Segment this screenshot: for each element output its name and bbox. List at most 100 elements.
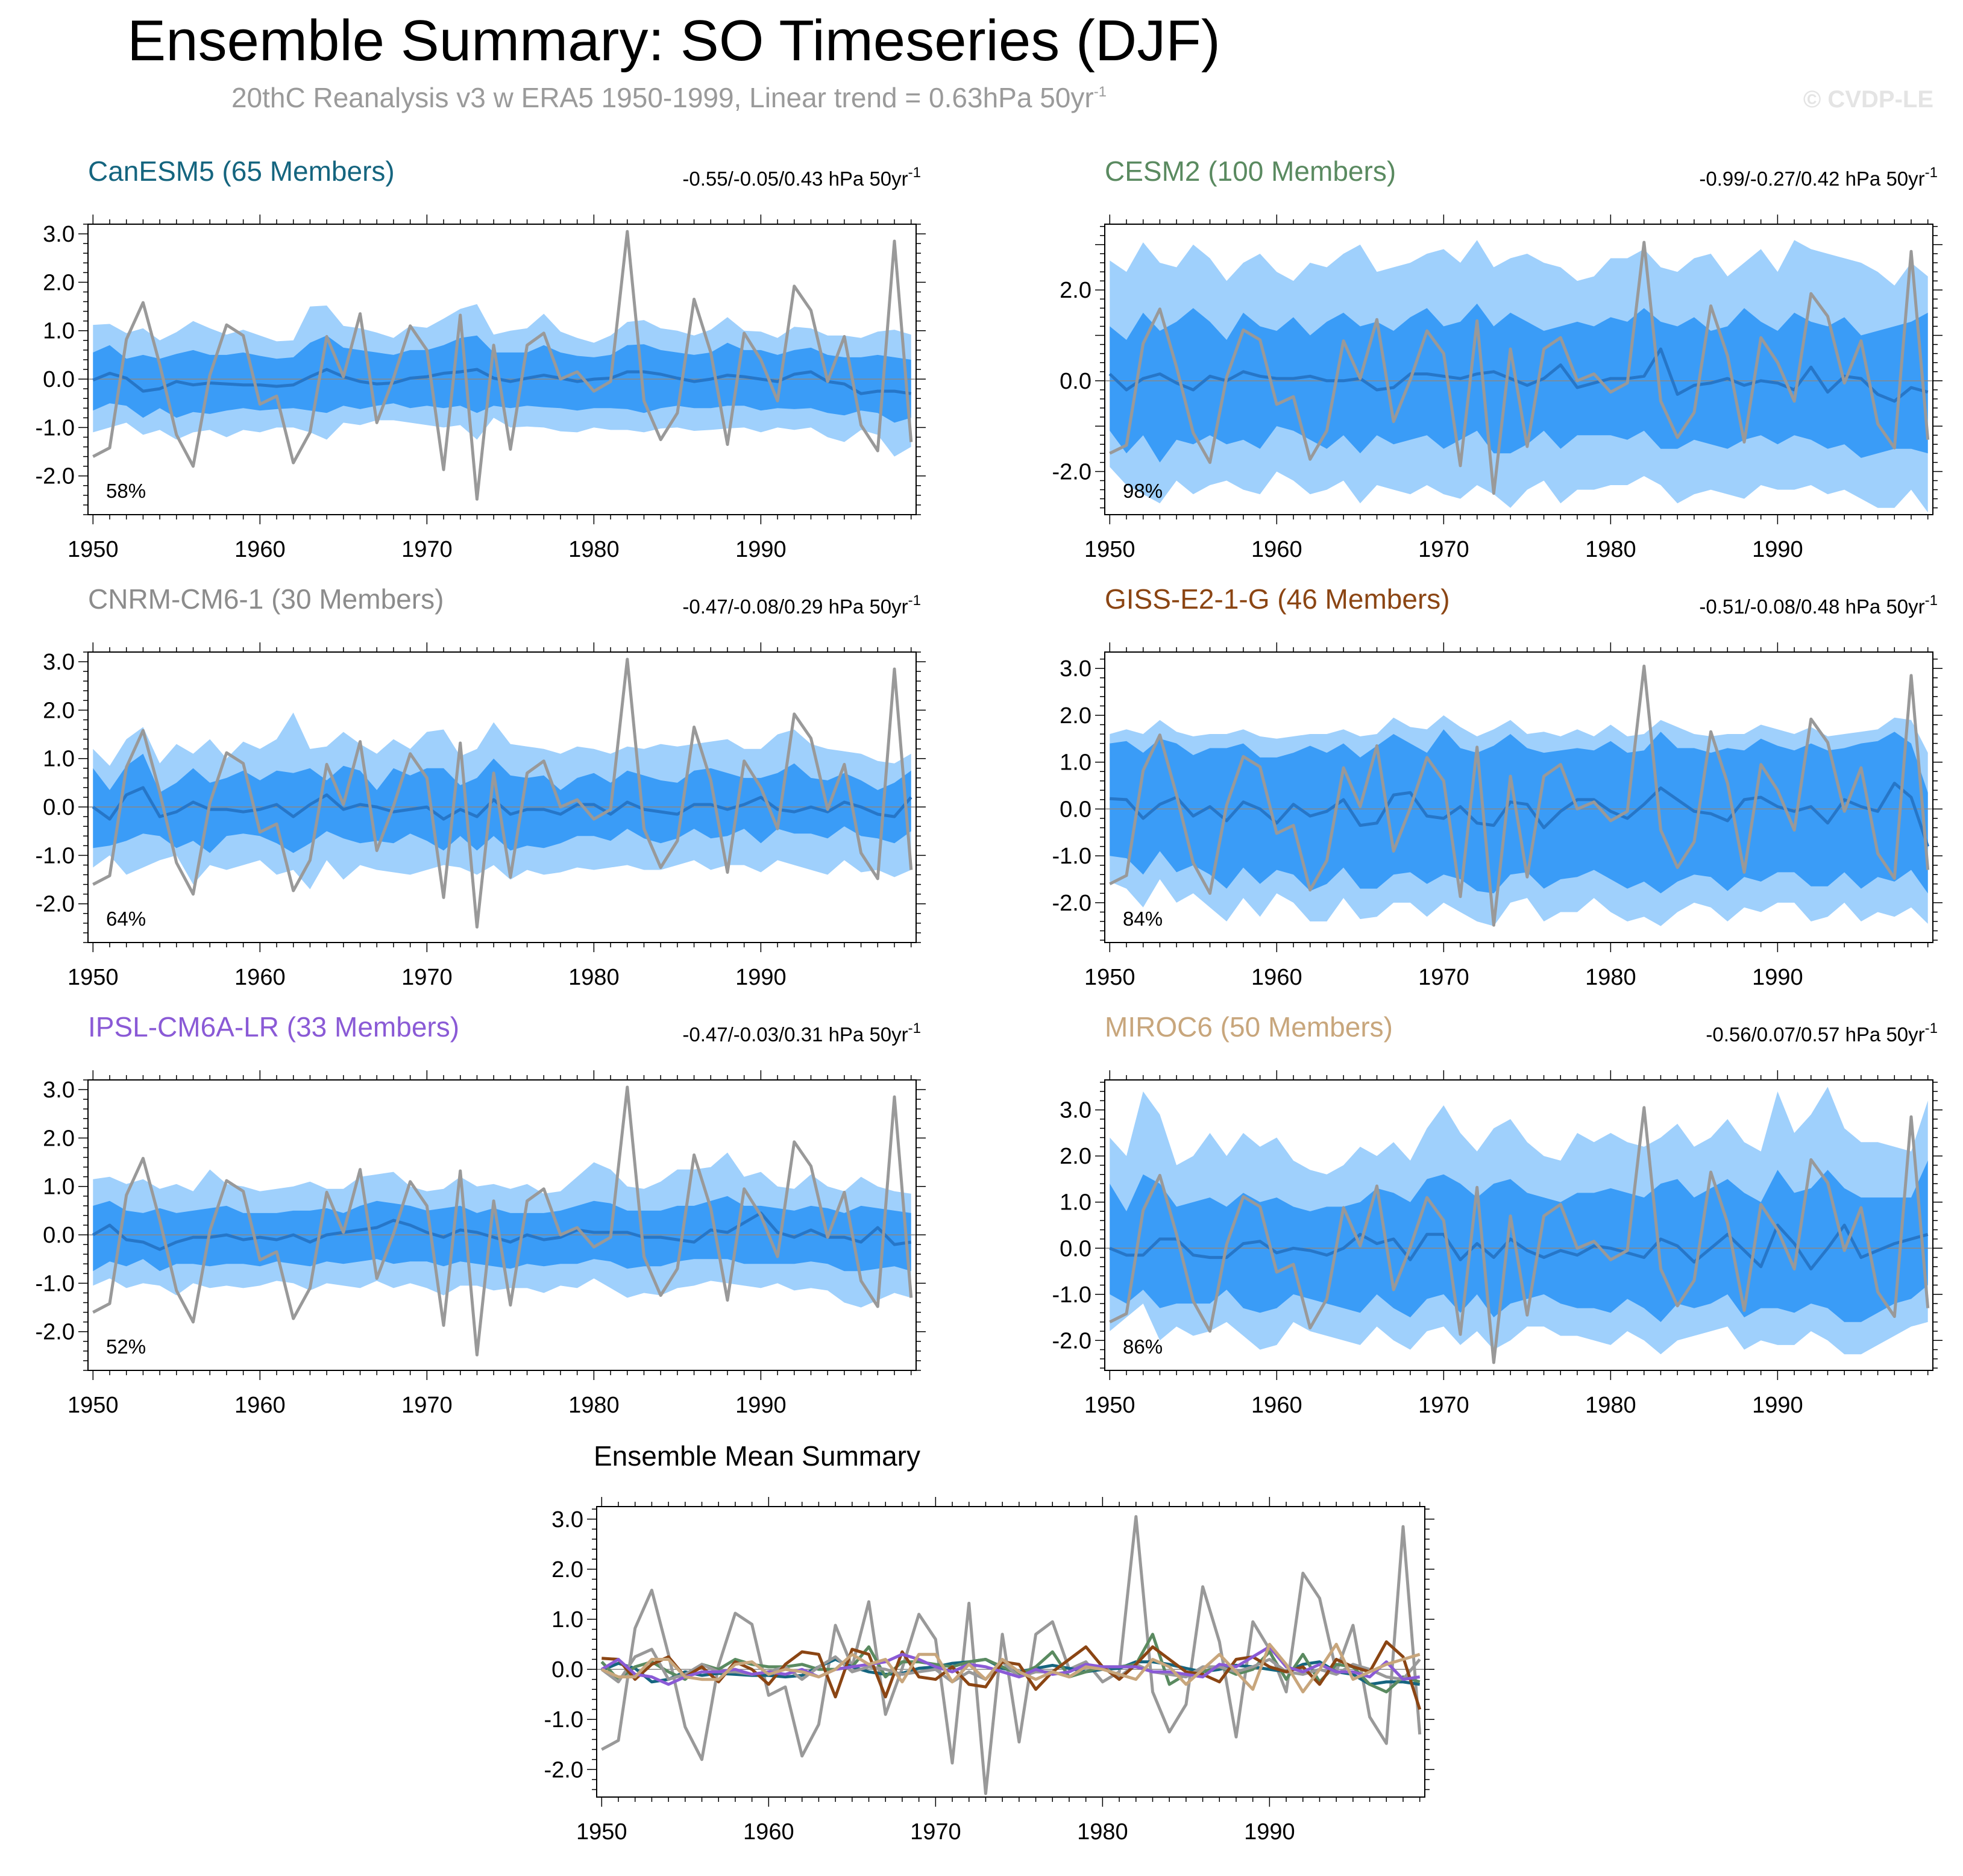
- panel-6: 3.0 2.0 1.0 0.0 -1.0 -2.0 1950 1960 1970 1980 1990…: [1052, 1011, 1943, 1418]
- panels-container: 3.0 2.0 1.0 0.0 -1.0 -2.0 1950 1960 1970 1980 1990…: [36, 155, 1943, 1845]
- trend-range-sup: -1: [908, 592, 921, 609]
- y-tick-label: 3.0: [551, 1507, 583, 1532]
- y-tick-label: -2.0: [1052, 459, 1091, 485]
- trend-range-label: -0.55/-0.05/0.43 hPa 50yr-1: [682, 165, 921, 190]
- y-tick-label: 2.0: [1060, 278, 1091, 303]
- ensemble-mean-line: [92, 1211, 912, 1251]
- figure-subtitle: 20thC Reanalysis v3 w ERA5 1950-1999, Li…: [231, 82, 1107, 113]
- spread-band-inner: [93, 1196, 911, 1272]
- x-tick-label: 1950: [68, 537, 119, 562]
- x-tick-label: 1990: [1752, 965, 1803, 990]
- y-tick-label: -1.0: [544, 1707, 583, 1733]
- percent-label: 86%: [1123, 1335, 1163, 1358]
- y-tick-label: 3.0: [1060, 1098, 1091, 1123]
- x-tick-label: 1990: [1752, 1393, 1803, 1418]
- trend-range-sup: -1: [908, 165, 921, 181]
- panel-4: 3.0 2.0 1.0 0.0 -1.0 -2.0 1950 1960 1970 1980 1990…: [1052, 583, 1943, 990]
- observations-line: [1109, 1106, 1930, 1364]
- series-line-observations: [601, 1515, 1422, 1795]
- observations-line: [92, 230, 913, 501]
- x-tick-label: 1970: [401, 965, 453, 990]
- y-tick-label: 2.0: [551, 1557, 583, 1583]
- y-tick-label: 2.0: [1060, 1144, 1091, 1169]
- x-tick-label: 1970: [1418, 537, 1469, 562]
- y-tick-label: 2.0: [43, 1126, 75, 1151]
- trend-range-sup: -1: [1925, 165, 1938, 181]
- trend-range-label: -0.47/-0.08/0.29 hPa 50yr-1: [682, 592, 921, 618]
- trend-range-text: -0.47/-0.03/0.31 hPa 50yr: [682, 1023, 908, 1046]
- ensemble-mean-line: [92, 786, 912, 821]
- panel-title: CNRM-CM6-1 (30 Members): [88, 583, 444, 615]
- x-tick-label: 1980: [1585, 965, 1636, 990]
- y-tick-label: 1.0: [1060, 750, 1091, 776]
- plot-area: [1105, 240, 1933, 513]
- y-tick-label: 2.0: [1060, 703, 1091, 729]
- panel-3: 3.0 2.0 1.0 0.0 -1.0 -2.0 1950 1960 1970 1980 1990…: [36, 583, 926, 990]
- panel-title: GISS-E2-1-G (46 Members): [1105, 583, 1450, 615]
- y-tick-label: 0.0: [43, 795, 75, 820]
- y-tick-label: -2.0: [1052, 1328, 1091, 1354]
- plot-frame: [1104, 651, 1933, 943]
- plot-frame: [1104, 224, 1933, 515]
- figure-subtitle-sup: -1: [1094, 84, 1107, 100]
- observations-line: [1109, 664, 1930, 927]
- x-tick-label: 1970: [401, 537, 453, 562]
- y-tick-label: 3.0: [43, 222, 75, 247]
- x-tick-label: 1980: [568, 537, 620, 562]
- percent-label: 84%: [1123, 908, 1163, 930]
- plot-frame: [1104, 1079, 1933, 1371]
- x-tick-label: 1980: [568, 1393, 620, 1418]
- series-line-ipsl-cm6a-lr: [601, 1645, 1421, 1686]
- x-tick-label: 1980: [568, 965, 620, 990]
- trend-range-label: -0.99/-0.27/0.42 hPa 50yr-1: [1699, 165, 1938, 190]
- trend-range-sup: -1: [1925, 1020, 1938, 1037]
- y-tick-label: -1.0: [36, 843, 75, 868]
- plot-area: [88, 1085, 916, 1357]
- spread-band-inner: [93, 753, 911, 853]
- ensemble-mean-line: [1110, 782, 1930, 847]
- y-tick-label: -2.0: [36, 464, 75, 489]
- y-tick-label: 1.0: [43, 319, 75, 344]
- y-tick-label: 1.0: [551, 1607, 583, 1633]
- x-tick-label: 1990: [735, 537, 787, 562]
- y-tick-label: 1.0: [1060, 1190, 1091, 1216]
- x-tick-label: 1970: [910, 1819, 961, 1845]
- y-tick-label: 3.0: [1060, 656, 1091, 682]
- y-tick-label: -2.0: [36, 892, 75, 917]
- x-tick-label: 1990: [735, 965, 787, 990]
- trend-range-text: -0.47/-0.08/0.29 hPa 50yr: [682, 595, 908, 618]
- x-tick-label: 1990: [1244, 1819, 1295, 1845]
- y-tick-label: 0.0: [1060, 1236, 1091, 1261]
- x-tick-label: 1970: [1418, 965, 1469, 990]
- figure-subtitle-text: 20thC Reanalysis v3 w ERA5 1950-1999, Li…: [231, 82, 1094, 113]
- plot-area: [88, 657, 916, 929]
- trend-range-text: -0.51/-0.08/0.48 hPa 50yr: [1699, 595, 1924, 618]
- percent-label: 64%: [106, 908, 146, 930]
- y-tick-label: -2.0: [1052, 891, 1091, 916]
- x-tick-label: 1960: [234, 965, 286, 990]
- plot-area: [597, 1515, 1425, 1795]
- plot-frame: [596, 1506, 1425, 1798]
- y-tick-label: 1.0: [43, 1175, 75, 1200]
- y-tick-label: 3.0: [43, 1078, 75, 1103]
- y-tick-label: 0.0: [1060, 369, 1091, 394]
- x-tick-label: 1950: [576, 1819, 627, 1845]
- panel-2: 2.0 0.0 -2.0 1950 1960 1970 1980 1990 CESM2 (100…: [1052, 155, 1943, 562]
- trend-range-label: -0.51/-0.08/0.48 hPa 50yr-1: [1699, 592, 1938, 618]
- panel-title: Ensemble Mean Summary: [594, 1440, 920, 1472]
- ensemble-mean-line: [92, 368, 912, 395]
- series-line-miroc6: [601, 1643, 1421, 1693]
- x-tick-label: 1980: [1585, 1393, 1636, 1418]
- percent-label: 58%: [106, 480, 146, 502]
- x-tick-label: 1950: [68, 965, 119, 990]
- panel-5: 3.0 2.0 1.0 0.0 -1.0 -2.0 1950 1960 1970 1980 1990…: [36, 1011, 926, 1418]
- panel-7: 3.0 2.0 1.0 0.0 -1.0 -2.0 1950 1960 1970 1980 1990…: [544, 1440, 1434, 1845]
- spread-band-inner: [1110, 1160, 1928, 1322]
- y-tick-label: 1.0: [43, 747, 75, 772]
- panel-title: IPSL-CM6A-LR (33 Members): [88, 1011, 459, 1043]
- x-tick-label: 1960: [234, 1393, 286, 1418]
- y-tick-label: -1.0: [36, 415, 75, 441]
- x-tick-label: 1970: [1418, 1393, 1469, 1418]
- y-tick-label: -1.0: [1052, 1282, 1091, 1308]
